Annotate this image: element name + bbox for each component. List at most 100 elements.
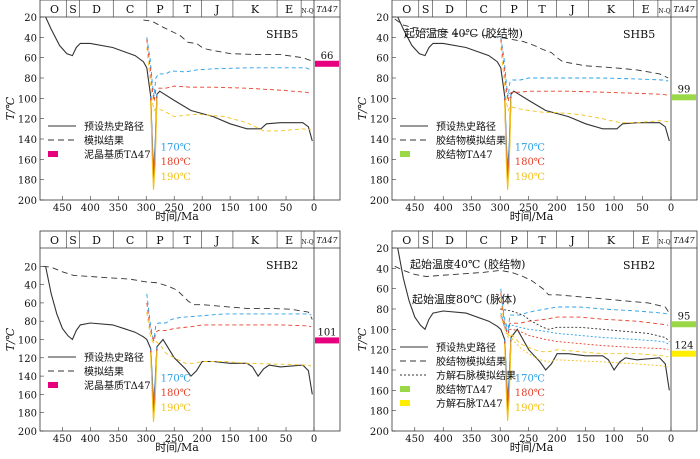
series-line (500, 47, 669, 124)
x-tick-label: 200 (193, 434, 212, 445)
y-tick-label: 120 (18, 115, 37, 126)
series-line (143, 19, 312, 62)
t47-value: 124 (674, 341, 693, 352)
y-tick-label: 100 (370, 94, 389, 105)
y-tick-label: 140 (370, 366, 389, 377)
period-label: J (569, 234, 574, 247)
period-label: N-Q (658, 239, 670, 246)
period-label: E (642, 234, 650, 247)
x-axis-label: 时间/Ma (510, 441, 554, 454)
y-tick-label: 120 (370, 115, 389, 126)
period-label: P (156, 3, 164, 16)
legend-label: 胶结物模拟结果 (436, 134, 506, 147)
period-label: P (510, 234, 518, 247)
period-label: E (285, 234, 293, 247)
series-line (394, 18, 669, 79)
x-tick-label: 0 (668, 203, 674, 214)
y-tick-label: 80 (376, 305, 389, 316)
period-label: C (479, 234, 487, 247)
y-tick-label: 20 (24, 262, 37, 273)
series-line (500, 37, 669, 97)
t47-bar (315, 60, 339, 67)
period-label: D (445, 3, 454, 16)
x-tick-label: 0 (311, 203, 317, 214)
y-tick-label: 160 (18, 390, 37, 401)
t47-header: TΔ47 (673, 236, 695, 245)
panel-1: O S D C P T J K E N-Q TΔ47 20 40 60 80 100 120 140 160 180 2… (4, 0, 341, 223)
series-line (500, 312, 669, 345)
start-temp-label-2: 起始温度80℃ (脉体) (412, 292, 516, 306)
t47-header: TΔ47 (673, 5, 695, 14)
legend-swatch (400, 386, 410, 392)
y-tick-label: 100 (18, 94, 37, 105)
period-label: K (607, 234, 616, 247)
x-axis-label: 时间/Ma (510, 210, 554, 223)
t47-value: 101 (317, 327, 336, 338)
x-tick-label: 450 (53, 203, 72, 214)
legend-label: 预设热史路径 (436, 120, 496, 133)
y-axis-label: T/℃ (4, 96, 17, 120)
x-tick-label: 0 (668, 434, 674, 445)
series-line (146, 39, 312, 102)
series-line (500, 292, 669, 335)
x-tick-label: 200 (548, 434, 567, 445)
period-label: P (156, 234, 164, 247)
series-line (500, 298, 669, 358)
x-tick-label: 50 (280, 434, 293, 445)
temp-label: 180℃ (515, 388, 545, 399)
y-tick-label: 40 (24, 281, 37, 292)
series-line (500, 314, 669, 351)
well-label: SHB5 (266, 28, 298, 41)
temp-label: 170℃ (515, 374, 545, 385)
x-tick-label: 150 (221, 434, 240, 445)
t47-header: TΔ47 (316, 236, 338, 245)
x-tick-label: 350 (109, 434, 128, 445)
period-label: K (251, 3, 260, 16)
period-label: N-Q (301, 8, 313, 15)
period-label: E (642, 3, 650, 16)
period-label: C (479, 3, 487, 16)
period-label: T (538, 234, 546, 247)
y-tick-label: 20 (24, 13, 37, 24)
temp-label: 180℃ (161, 157, 191, 168)
series-line (504, 341, 512, 421)
x-tick-label: 300 (491, 203, 510, 214)
period-label: K (607, 3, 616, 16)
legend-swatch (400, 400, 410, 406)
x-tick-label: 400 (81, 203, 100, 214)
x-tick-label: 100 (605, 203, 624, 214)
y-tick-label: 60 (376, 285, 389, 296)
period-label: T (184, 234, 192, 247)
temp-label: 190℃ (515, 403, 545, 414)
series-line (42, 265, 313, 320)
y-tick-label: 200 (18, 427, 37, 438)
x-tick-label: 350 (109, 203, 128, 214)
t47-bar (672, 350, 696, 357)
start-temp-label: 起始温度40℃ (胶结物) (410, 257, 525, 271)
x-tick-label: 250 (519, 203, 538, 214)
panel-frame (391, 230, 698, 432)
series-line (500, 316, 669, 368)
t47-value: 95 (678, 311, 691, 322)
series-line (397, 247, 670, 406)
period-label: S (69, 3, 77, 16)
period-label: J (214, 3, 219, 16)
panel-3: O S D C P T J K E N-Q TΔ47 20 40 60 80 100 120 140 160 180 2… (4, 230, 341, 454)
x-tick-label: 300 (137, 203, 156, 214)
panel-frame (39, 230, 341, 432)
y-tick-label: 160 (370, 386, 389, 397)
y-axis-label: T/℃ (356, 96, 369, 120)
series-line (146, 293, 312, 342)
legend-label: 胶结物TΔ47 (436, 148, 493, 161)
y-tick-label: 120 (18, 354, 37, 365)
y-tick-label: 160 (18, 155, 37, 166)
legend-label: 泥晶基质TΔ47 (84, 148, 151, 161)
x-tick-label: 200 (548, 203, 567, 214)
panel-4: O S D C P T J K E N-Q TΔ47 20 40 60 80 100 120 140 160 180 2… (356, 230, 698, 454)
t47-header: TΔ47 (316, 5, 338, 14)
period-label: K (251, 234, 260, 247)
x-tick-label: 150 (576, 203, 595, 214)
y-tick-label: 100 (18, 336, 37, 347)
period-label: E (285, 3, 293, 16)
period-label: C (126, 234, 134, 247)
